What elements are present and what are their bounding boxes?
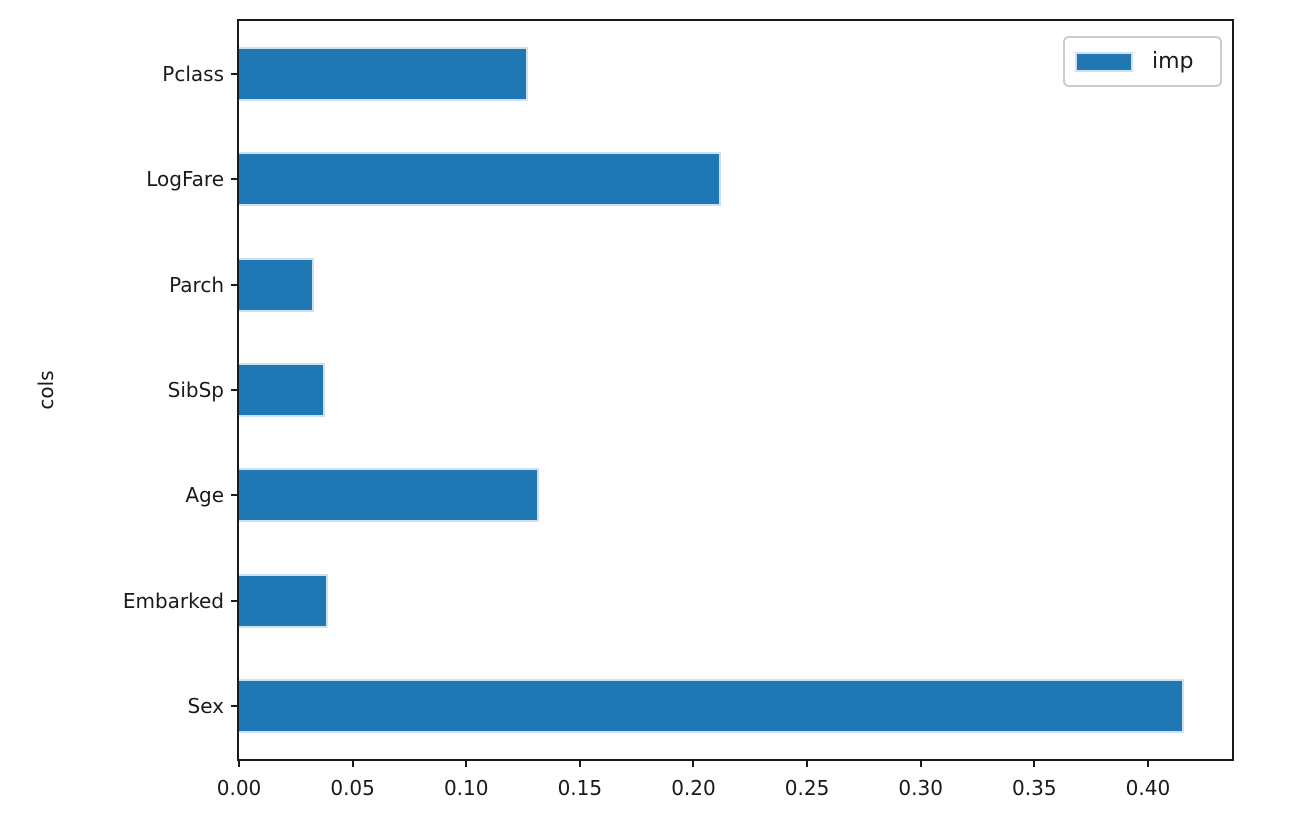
bars-container bbox=[239, 21, 1232, 759]
y-tick-mark bbox=[231, 389, 239, 391]
x-tick-label: 0.40 bbox=[1125, 776, 1171, 800]
y-tick-mark bbox=[231, 178, 239, 181]
x-tick-label: 0.35 bbox=[1012, 776, 1057, 800]
bar-parch bbox=[239, 257, 314, 312]
y-tick-label-age: Age bbox=[185, 483, 224, 508]
bar-row bbox=[239, 21, 1232, 126]
x-tick-mark bbox=[238, 759, 240, 767]
bar-row bbox=[239, 232, 1232, 337]
x-tick-label: 0.20 bbox=[671, 776, 716, 800]
x-tick-mark bbox=[465, 759, 468, 767]
legend-swatch-icon bbox=[1075, 51, 1133, 72]
y-tick-label-embarked: Embarked bbox=[122, 588, 224, 613]
x-tick-mark bbox=[578, 759, 581, 767]
x-tick-label: 0.25 bbox=[784, 776, 830, 800]
y-tick-label-sibsp: SibSp bbox=[167, 378, 224, 402]
bar-row bbox=[239, 548, 1232, 653]
x-tick-label: 0.10 bbox=[443, 776, 489, 800]
bar-row bbox=[239, 654, 1232, 759]
bar-pclass bbox=[239, 46, 528, 101]
plot-area bbox=[237, 19, 1234, 761]
y-tick-mark bbox=[231, 705, 239, 708]
bar-row bbox=[239, 443, 1232, 548]
x-tick-mark bbox=[351, 759, 354, 767]
y-tick-label-parch: Parch bbox=[169, 272, 224, 297]
x-tick-mark bbox=[919, 759, 922, 767]
bar-sibsp bbox=[239, 362, 326, 417]
y-tick-mark bbox=[231, 72, 239, 75]
y-tick-label-logfare: LogFare bbox=[146, 167, 224, 192]
x-tick-mark bbox=[692, 759, 695, 767]
y-tick-label-pclass: Pclass bbox=[162, 61, 224, 86]
y-tick-label-sex: Sex bbox=[187, 694, 224, 719]
x-tick-label: 0.15 bbox=[557, 776, 603, 800]
bar-logfare bbox=[239, 152, 721, 207]
y-tick-mark bbox=[231, 283, 239, 286]
x-tick-label: 0.00 bbox=[216, 776, 262, 800]
y-tick-mark bbox=[231, 494, 239, 497]
bar-age bbox=[239, 468, 539, 523]
bar-sex bbox=[239, 679, 1185, 734]
bar-embarked bbox=[239, 573, 328, 628]
x-tick-label: 0.05 bbox=[330, 776, 375, 800]
x-tick-label: 0.30 bbox=[898, 776, 943, 800]
x-tick-mark bbox=[806, 759, 809, 767]
x-tick-mark bbox=[1146, 759, 1149, 767]
legend-label: imp bbox=[1152, 49, 1194, 74]
legend: imp bbox=[1063, 36, 1222, 87]
bar-row bbox=[239, 337, 1232, 442]
x-tick-mark bbox=[1033, 759, 1036, 767]
bar-row bbox=[239, 126, 1232, 231]
y-tick-mark bbox=[231, 599, 239, 602]
